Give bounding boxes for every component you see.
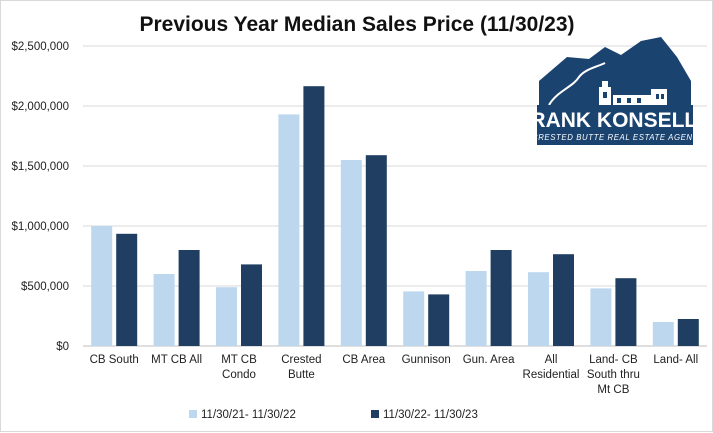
x-category-label: Land- All bbox=[653, 354, 698, 366]
x-category-label: Gunnison bbox=[402, 354, 451, 366]
logo-building-icon bbox=[599, 81, 667, 105]
bar-2-6 bbox=[428, 294, 450, 346]
x-category-label: Crested Butte bbox=[281, 354, 321, 381]
y-tick-label: $500,000 bbox=[21, 281, 69, 293]
y-tick-label: $1,500,000 bbox=[11, 161, 69, 173]
y-tick-label: $0 bbox=[56, 341, 69, 353]
x-category-label: Land- CB South thru Mt CB bbox=[587, 354, 640, 396]
x-category-label: All Residential bbox=[523, 354, 580, 381]
bar-1-4 bbox=[278, 114, 300, 347]
chart-title: Previous Year Median Sales Price (11/30/… bbox=[139, 13, 574, 36]
bar-1-9 bbox=[590, 288, 612, 346]
x-axis-categories: CB South MT CB All MT CB Condo Crested Butte C… bbox=[90, 354, 699, 396]
bar-2-4 bbox=[303, 86, 325, 346]
bar-1-6 bbox=[403, 291, 425, 346]
legend-swatch-1 bbox=[371, 410, 379, 418]
x-category-label: Gun. Area bbox=[463, 354, 515, 366]
legend-swatch-0 bbox=[189, 410, 197, 418]
y-tick-label: $2,500,000 bbox=[11, 41, 69, 53]
x-category-label: CB Area bbox=[342, 354, 385, 366]
bar-1-2 bbox=[153, 274, 175, 346]
logo-name: FRANK KONSELLA bbox=[518, 109, 713, 132]
x-category-label: MT CB All bbox=[151, 354, 202, 366]
frank-konsella-logo: FRANK KONSELLA CRESTED BUTTE REAL ESTATE… bbox=[518, 37, 713, 145]
bar-2-1 bbox=[116, 233, 138, 346]
y-tick-label: $1,000,000 bbox=[11, 221, 69, 233]
chart-legend: 11/30/21- 11/30/22 11/30/22- 11/30/23 bbox=[189, 409, 478, 421]
y-axis-ticks: $0 $500,000 $1,000,000 $1,500,000 $2,000,000… bbox=[11, 41, 69, 353]
logo-mountain-shape bbox=[539, 37, 691, 105]
bars bbox=[91, 86, 699, 347]
bar-1-8 bbox=[528, 272, 549, 346]
logo-banner bbox=[537, 105, 693, 145]
bar-1-3 bbox=[216, 287, 237, 346]
legend-label-0: 11/30/21- 11/30/22 bbox=[201, 409, 296, 421]
bar-2-5 bbox=[365, 155, 387, 346]
bar-2-3 bbox=[241, 264, 262, 346]
logo-tagline: CRESTED BUTTE REAL ESTATE AGENT bbox=[532, 133, 699, 142]
x-category-label: CB South bbox=[90, 354, 139, 366]
bar-2-2 bbox=[178, 250, 200, 346]
y-tick-label: $2,000,000 bbox=[11, 101, 69, 113]
bar-1-5 bbox=[340, 160, 362, 346]
bar-2-8 bbox=[553, 254, 574, 346]
legend-label-1: 11/30/22- 11/30/23 bbox=[383, 409, 478, 421]
logo-road-line bbox=[548, 62, 606, 106]
bar-1-10 bbox=[652, 322, 674, 346]
bar-1-1 bbox=[91, 226, 113, 346]
bar-2-10 bbox=[677, 319, 699, 346]
bar-2-7 bbox=[490, 250, 512, 346]
bar-1-7 bbox=[465, 271, 487, 346]
bar-2-9 bbox=[615, 278, 637, 346]
x-category-label: MT CB Condo bbox=[221, 354, 257, 381]
